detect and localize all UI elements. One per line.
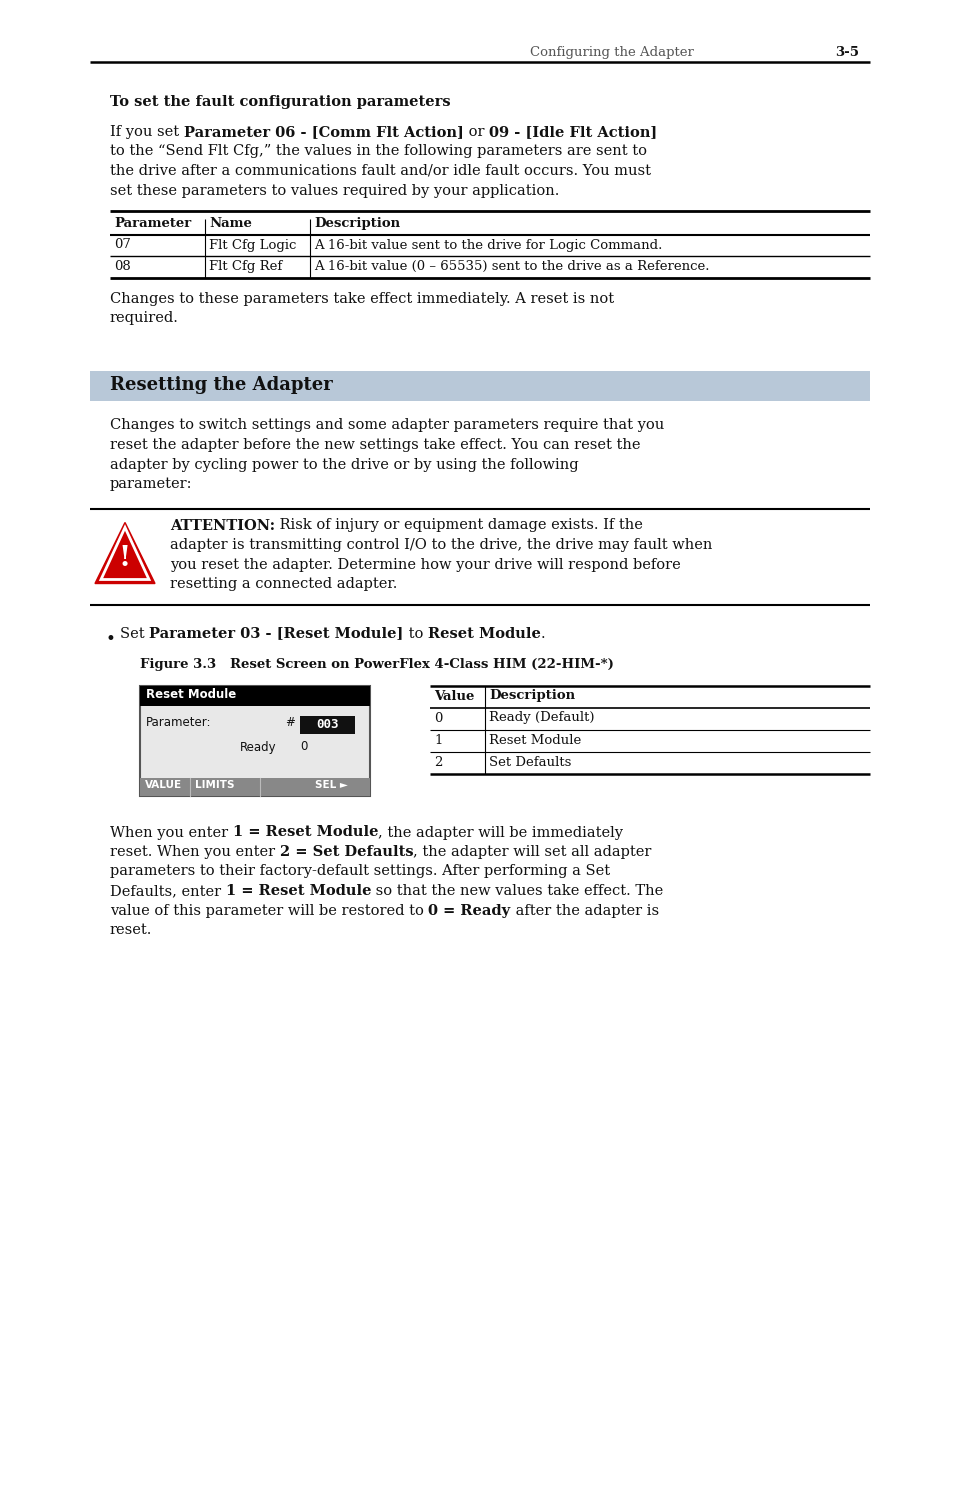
Text: 0: 0 — [299, 741, 307, 754]
Text: Ready: Ready — [240, 741, 276, 754]
Text: value of this parameter will be restored to: value of this parameter will be restored… — [110, 904, 428, 917]
Text: LIMITS: LIMITS — [194, 781, 234, 791]
Text: 2: 2 — [434, 755, 442, 769]
Text: 0: 0 — [434, 711, 442, 724]
Text: reset. When you enter: reset. When you enter — [110, 845, 279, 859]
Text: reset.: reset. — [110, 923, 152, 937]
Text: to: to — [403, 626, 427, 641]
Text: the drive after a communications fault and/or idle fault occurs. You must: the drive after a communications fault a… — [110, 164, 650, 178]
Text: 1: 1 — [434, 733, 442, 746]
Text: •: • — [106, 629, 115, 647]
Text: Changes to switch settings and some adapter parameters require that you: Changes to switch settings and some adap… — [110, 418, 663, 433]
Text: Resetting the Adapter: Resetting the Adapter — [110, 376, 333, 394]
Text: A 16-bit value sent to the drive for Logic Command.: A 16-bit value sent to the drive for Log… — [314, 238, 661, 251]
Text: reset the adapter before the new settings take effect. You can reset the: reset the adapter before the new setting… — [110, 439, 639, 452]
Bar — [299, 715, 355, 733]
Text: When you enter: When you enter — [110, 825, 233, 840]
Text: Description: Description — [314, 217, 399, 230]
Text: Reset Module: Reset Module — [427, 626, 540, 641]
Text: adapter by cycling power to the drive or by using the following: adapter by cycling power to the drive or… — [110, 458, 578, 471]
Text: Figure 3.3   Reset Screen on PowerFlex 4-Class HIM (22-HIM-*): Figure 3.3 Reset Screen on PowerFlex 4-C… — [140, 659, 613, 671]
Text: Ready (Default): Ready (Default) — [489, 711, 594, 724]
Text: after the adapter is: after the adapter is — [510, 904, 659, 917]
Bar — [140, 686, 370, 705]
Text: 1 = Reset Module: 1 = Reset Module — [233, 825, 377, 840]
Text: Parameter 06 - [Comm Flt Action]: Parameter 06 - [Comm Flt Action] — [184, 125, 463, 138]
Text: you reset the adapter. Determine how your drive will respond before: you reset the adapter. Determine how you… — [170, 558, 680, 571]
Text: Parameter 03 - [Reset Module]: Parameter 03 - [Reset Module] — [149, 626, 403, 641]
Text: Parameter:: Parameter: — [146, 715, 212, 729]
Text: 1 = Reset Module: 1 = Reset Module — [226, 883, 371, 898]
Text: 003: 003 — [315, 718, 338, 730]
Text: .: . — [540, 626, 544, 641]
Text: 09 - [Idle Flt Action]: 09 - [Idle Flt Action] — [488, 125, 657, 138]
Text: ATTENTION:: ATTENTION: — [170, 519, 274, 532]
Text: Set Defaults: Set Defaults — [489, 755, 571, 769]
Text: required.: required. — [110, 311, 179, 326]
Text: Flt Cfg Ref: Flt Cfg Ref — [209, 260, 282, 274]
Text: #: # — [285, 715, 294, 729]
Text: SEL ►: SEL ► — [314, 781, 348, 791]
Text: 08: 08 — [113, 260, 131, 274]
Bar — [90, 370, 869, 400]
Text: Parameter: Parameter — [113, 217, 191, 230]
Text: VALUE: VALUE — [145, 781, 182, 791]
Text: 3-5: 3-5 — [834, 46, 858, 59]
Text: Reset Module: Reset Module — [489, 733, 580, 746]
Text: Name: Name — [209, 217, 252, 230]
Bar — [140, 686, 370, 796]
Text: Reset Module: Reset Module — [146, 688, 236, 702]
Text: Defaults, enter: Defaults, enter — [110, 883, 226, 898]
Text: A 16-bit value (0 – 65535) sent to the drive as a Reference.: A 16-bit value (0 – 65535) sent to the d… — [314, 260, 709, 274]
Text: parameter:: parameter: — [110, 477, 193, 491]
Text: Set: Set — [120, 626, 149, 641]
Text: resetting a connected adapter.: resetting a connected adapter. — [170, 577, 397, 590]
Polygon shape — [101, 528, 149, 580]
Text: , the adapter will be immediately: , the adapter will be immediately — [377, 825, 622, 840]
Text: 07: 07 — [113, 238, 131, 251]
Text: so that the new values take effect. The: so that the new values take effect. The — [371, 883, 662, 898]
Text: Configuring the Adapter: Configuring the Adapter — [530, 46, 693, 59]
Text: Description: Description — [489, 690, 575, 702]
Text: Risk of injury or equipment damage exists. If the: Risk of injury or equipment damage exist… — [274, 519, 642, 532]
Bar — [140, 778, 370, 796]
Text: 0 = Ready: 0 = Ready — [428, 904, 510, 917]
Text: Flt Cfg Logic: Flt Cfg Logic — [209, 238, 296, 251]
Text: !: ! — [119, 544, 131, 571]
Text: or: or — [463, 125, 488, 138]
Text: parameters to their factory-default settings. After performing a Set: parameters to their factory-default sett… — [110, 864, 610, 879]
Text: To set the fault configuration parameters: To set the fault configuration parameter… — [110, 95, 450, 109]
Text: Changes to these parameters take effect immediately. A reset is not: Changes to these parameters take effect … — [110, 291, 614, 305]
Text: 2 = Set Defaults: 2 = Set Defaults — [279, 845, 413, 859]
Text: adapter is transmitting control I/O to the drive, the drive may fault when: adapter is transmitting control I/O to t… — [170, 538, 712, 552]
Text: Value: Value — [434, 690, 474, 702]
Text: to the “Send Flt Cfg,” the values in the following parameters are sent to: to the “Send Flt Cfg,” the values in the… — [110, 144, 646, 159]
Text: set these parameters to values required by your application.: set these parameters to values required … — [110, 183, 558, 198]
Polygon shape — [95, 522, 154, 583]
Text: , the adapter will set all adapter: , the adapter will set all adapter — [413, 845, 651, 859]
Text: If you set: If you set — [110, 125, 184, 138]
